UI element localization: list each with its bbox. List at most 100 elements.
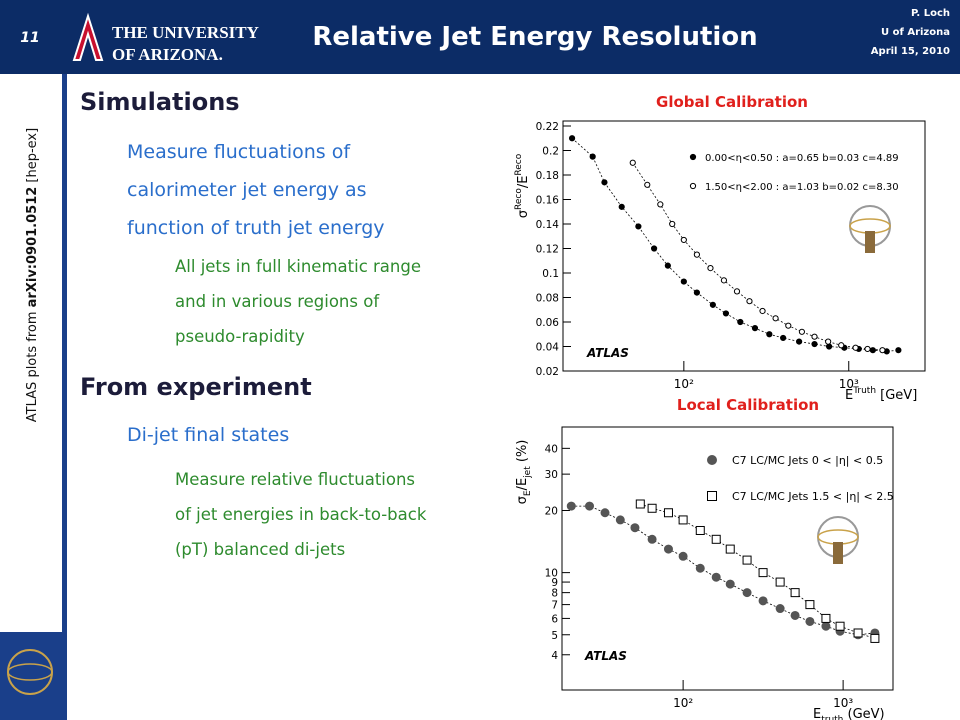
sidebar-note: ATLAS plots from arXiv:0901.0512 [hep-ex… (25, 128, 40, 422)
data-point (707, 265, 714, 272)
data-point (678, 551, 688, 561)
slide-title: Relative Jet Energy Resolution (312, 22, 757, 52)
legend-marker (707, 455, 717, 465)
point-text: calorimeter jet energy as (127, 179, 367, 201)
data-point (669, 220, 676, 228)
y-tick-label: 0.12 (536, 244, 559, 256)
atlas-logo (817, 516, 859, 564)
y-tick-label: 20 (545, 505, 558, 517)
y-axis-label: σReco/EReco (514, 153, 531, 218)
point-text: Di-jet final states (127, 424, 289, 446)
data-point (711, 572, 721, 582)
data-point (742, 555, 752, 565)
x-label-part: [GeV] (876, 388, 917, 403)
data-point (680, 236, 687, 244)
series-line (632, 162, 883, 351)
subpoint-text: and in various regions of (175, 292, 380, 311)
data-point (695, 525, 705, 535)
plot-annotation: ATLAS (584, 649, 627, 663)
data-point (680, 278, 687, 285)
y-label-part: (%) (515, 440, 530, 467)
data-point (785, 322, 792, 329)
data-point (650, 245, 658, 252)
data-point (796, 338, 803, 345)
x-axis-label: ETruth [GeV] (845, 386, 917, 403)
data-point (772, 315, 779, 322)
y-tick-label: 0.08 (536, 293, 559, 305)
y-tick-label: 7 (551, 600, 558, 612)
data-point (618, 203, 625, 210)
data-point (589, 153, 596, 160)
legend-marker (707, 491, 717, 501)
sidebar-text: [hep-ex] (25, 128, 40, 187)
y-tick-label: 0.04 (536, 342, 560, 354)
data-point (601, 179, 608, 186)
plot-frame (562, 120, 926, 372)
data-point (798, 328, 806, 335)
data-point (758, 568, 768, 578)
y-label-part: /E (516, 176, 531, 189)
y-label-part: E (523, 490, 533, 496)
data-point (644, 181, 651, 188)
data-point (838, 342, 845, 349)
y-label-part: σ (515, 496, 530, 504)
sidebar-text: ATLAS plots from (25, 307, 40, 422)
atlas-logo-ring (7, 663, 53, 681)
data-point (711, 534, 721, 544)
page-number: 11 (20, 30, 39, 46)
sidebar-ref: arXiv:0901.0512 (25, 187, 40, 308)
data-point (725, 579, 735, 589)
data-point (805, 616, 815, 626)
data-point (566, 501, 576, 511)
data-point (869, 347, 876, 354)
data-point (775, 604, 785, 614)
data-point (695, 563, 705, 573)
data-point (825, 338, 832, 345)
header-band (0, 0, 960, 74)
data-point (635, 223, 642, 230)
data-point (742, 588, 752, 598)
date: April 15, 2010 (871, 46, 950, 57)
y-tick-label: 0.18 (536, 170, 559, 182)
x-label-part: truth (821, 715, 843, 720)
data-point (725, 544, 735, 554)
subpoint-text: Measure relative fluctuations (175, 470, 415, 489)
data-point (821, 613, 831, 623)
data-point (759, 307, 766, 315)
logo-ring (817, 529, 859, 545)
y-axis-label: σE/Ejet (%) (515, 440, 533, 505)
y-tick-label: 10 (545, 568, 558, 580)
legend-label: 1.50<η<2.00 : a=1.03 b=0.02 c=8.30 (705, 182, 899, 193)
affiliation: U of Arizona (881, 27, 950, 38)
data-point (737, 318, 744, 326)
x-axis-label: Etruth (GeV) (813, 707, 885, 720)
data-point (835, 621, 845, 631)
y-tick-label: 0.02 (536, 366, 559, 378)
data-point (733, 288, 741, 295)
data-point (766, 331, 773, 338)
y-label-part: Reco (514, 188, 524, 210)
data-point (585, 501, 595, 511)
university: OF ARIZONA. (112, 45, 223, 64)
y-tick-label: 30 (545, 469, 558, 481)
y-tick-label: 0.16 (536, 195, 560, 207)
section-heading: From experiment (80, 373, 312, 401)
data-point (709, 301, 716, 308)
y-tick-label: 8 (551, 588, 558, 600)
data-point (879, 347, 886, 354)
x-tick-label: 10² (673, 696, 693, 710)
data-point (693, 251, 701, 258)
y-tick-label: 0.22 (536, 121, 559, 133)
x-tick-label: 10³ (833, 696, 853, 710)
data-point (811, 333, 818, 340)
chart-caption: Global Calibration (656, 93, 808, 111)
data-point (864, 345, 871, 353)
legend-label: C7 LC/MC Jets 1.5 < |η| < 2.5 (732, 490, 894, 503)
data-point (790, 610, 800, 620)
data-point (790, 588, 800, 598)
university: THE UNIVERSITY (112, 23, 259, 42)
data-point (825, 343, 833, 350)
data-point (663, 544, 673, 554)
y-tick-label: 0.14 (536, 219, 560, 231)
